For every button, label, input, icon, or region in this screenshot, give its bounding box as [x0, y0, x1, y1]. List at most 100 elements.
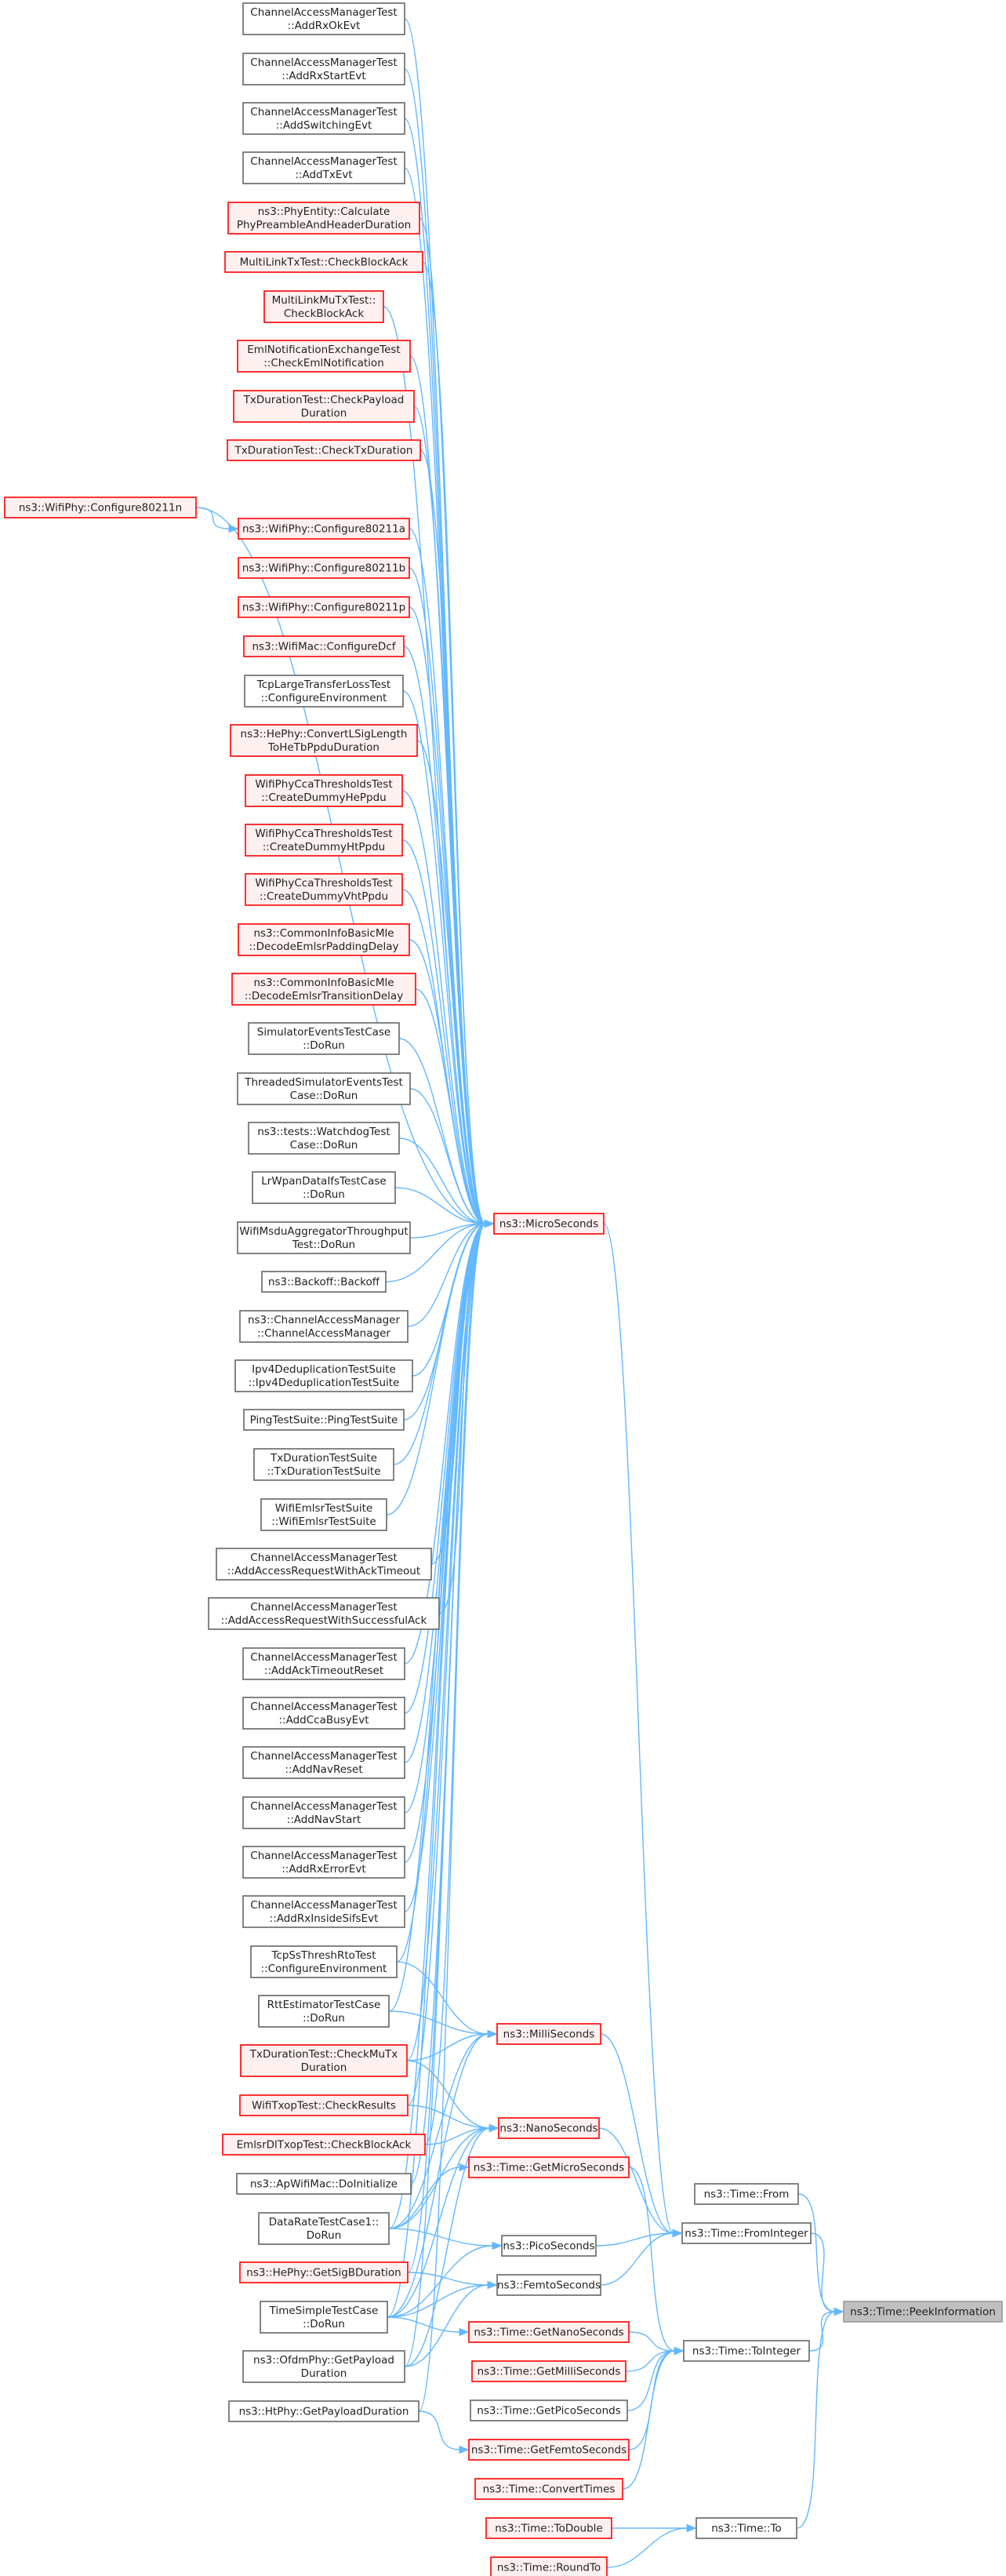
graph-node-toint[interactable]: ns3::Time::ToInteger [683, 2340, 810, 2362]
graph-node-n12[interactable]: ns3::WifiPhy::Configure80211a [238, 518, 410, 540]
graph-node-n8[interactable]: EmlNotificationExchangeTest::CheckEmlNot… [237, 340, 411, 373]
edge-n4-to-micro [404, 167, 495, 1228]
node-label: ChannelAccessManagerTest [250, 1601, 397, 1614]
graph-node-n11[interactable]: ns3::WifiPhy::Configure80211n [4, 497, 197, 518]
node-box [236, 2173, 412, 2195]
graph-node-fromint[interactable]: ns3::Time::FromInteger [681, 2222, 812, 2244]
graph-node-n16[interactable]: TcpLargeTransferLossTest::ConfigureEnvir… [244, 675, 404, 708]
graph-node-n6[interactable]: MultiLinkTxTest::CheckBlockAck [224, 251, 423, 273]
graph-node-nano[interactable]: ns3::NanoSeconds [498, 2117, 600, 2139]
node-label: TxDurationTest::CheckTxDuration [234, 445, 413, 457]
graph-node-n4[interactable]: ChannelAccessManagerTest::AddTxEvt [242, 151, 405, 184]
graph-node-n29[interactable]: ns3::ChannelAccessManager::ChannelAccess… [239, 1310, 409, 1343]
node-label: PingTestSuite::PingTestSuite [250, 1414, 398, 1427]
graph-node-n10[interactable]: TxDurationTest::CheckTxDuration [227, 439, 421, 461]
graph-node-n2[interactable]: ChannelAccessManagerTest::AddRxStartEvt [242, 53, 405, 86]
edges-layer [195, 18, 844, 2568]
graph-node-n39[interactable]: ChannelAccessManagerTest::AddNavStart [242, 1796, 405, 1829]
graph-node-pico[interactable]: ns3::PicoSeconds [501, 2235, 597, 2257]
graph-node-n33[interactable]: WifiEmlsrTestSuite::WifiEmlsrTestSuite [260, 1498, 387, 1531]
node-box [242, 1846, 405, 1879]
graph-node-n22[interactable]: ns3::CommonInfoBasicMle::DecodeEmlsrTran… [231, 973, 416, 1006]
graph-node-n32[interactable]: TxDurationTestSuite::TxDurationTestSuite [253, 1448, 394, 1481]
graph-node-n15[interactable]: ns3::WifiMac::ConfigureDcf [243, 635, 405, 657]
node-label: ::AddRxInsideSifsEvt [270, 1912, 379, 1925]
graph-node-n13[interactable]: ns3::WifiPhy::Configure80211b [238, 557, 410, 579]
graph-node-n41[interactable]: ChannelAccessManagerTest::AddRxInsideSif… [242, 1895, 405, 1928]
graph-node-n18[interactable]: WifiPhyCcaThresholdsTest::CreateDummyHeP… [245, 774, 403, 807]
graph-node-n49[interactable]: ns3::HePhy::GetSigBDuration [239, 2261, 409, 2283]
graph-node-micro[interactable]: ns3::MicroSeconds [493, 1213, 605, 1235]
node-label: ns3::CommonInfoBasicMle [253, 977, 394, 989]
node-label: ::AddNavReset [285, 1763, 362, 1776]
graph-node-n21[interactable]: ns3::CommonInfoBasicMle::DecodeEmlsrPadd… [238, 923, 410, 956]
graph-node-getnano[interactable]: ns3::Time::GetNanoSeconds [468, 2321, 630, 2343]
node-label: ::AddRxErrorEvt [281, 1863, 365, 1876]
node-label: WifiEmlsrTestSuite [275, 1502, 372, 1515]
node-box [242, 2350, 405, 2383]
graph-node-n37[interactable]: ChannelAccessManagerTest::AddCcaBusyEvt [242, 1697, 405, 1730]
graph-node-n42[interactable]: TcpSsThreshRtoTest::ConfigureEnvironment [250, 1945, 398, 1978]
graph-node-n35[interactable]: ChannelAccessManagerTest::AddAccessReque… [208, 1597, 440, 1630]
node-label: ::WifiEmlsrTestSuite [271, 1515, 376, 1528]
graph-node-n26[interactable]: LrWpanDataIfsTestCase::DoRun [252, 1171, 396, 1204]
graph-node-n19[interactable]: WifiPhyCcaThresholdsTest::CreateDummyHtP… [245, 824, 403, 857]
graph-node-n23[interactable]: SimulatorEventsTestCase::DoRun [248, 1022, 400, 1055]
node-label: ::AddAccessRequestWithAckTimeout [227, 1565, 420, 1577]
graph-node-n45[interactable]: WifiTxopTest::CheckResults [239, 2094, 409, 2116]
graph-node-n5[interactable]: ns3::PhyEntity::CalculatePhyPreambleAndH… [227, 202, 420, 235]
graph-node-femto[interactable]: ns3::FemtoSeconds [496, 2274, 601, 2296]
node-label: ns3::Time::From [704, 2189, 790, 2201]
node-box [242, 151, 405, 184]
node-label: WifiPhyCcaThresholdsTest [255, 877, 392, 890]
node-label: ::AddAccessRequestWithSuccessfulAck [221, 1614, 427, 1627]
graph-node-n7[interactable]: MultiLinkMuTxTest::CheckBlockAck [263, 290, 384, 323]
graph-node-n43[interactable]: RttEstimatorTestCase::DoRun [258, 1995, 390, 2028]
graph-node-getmilli[interactable]: ns3::Time::GetMilliSeconds [471, 2360, 626, 2382]
graph-node-from[interactable]: ns3::Time::From [694, 2183, 799, 2205]
graph-node-convert[interactable]: ns3::Time::ConvertTimes [474, 2478, 623, 2500]
graph-node-getmicro[interactable]: ns3::Time::GetMicroSeconds [468, 2156, 630, 2178]
graph-node-to[interactable]: ns3::Time::To [695, 2517, 797, 2539]
graph-node-n40[interactable]: ChannelAccessManagerTest::AddRxErrorEvt [242, 1846, 405, 1879]
graph-node-getpico[interactable]: ns3::Time::GetPicoSeconds [470, 2400, 628, 2421]
graph-node-getfemto[interactable]: ns3::Time::GetFemtoSeconds [468, 2439, 630, 2461]
graph-node-n47[interactable]: ns3::ApWifiMac::DoInitialize [236, 2173, 412, 2195]
graph-node-n28[interactable]: ns3::Backoff::Backoff [261, 1271, 387, 1293]
node-box [260, 2301, 388, 2334]
graph-node-n34[interactable]: ChannelAccessManagerTest::AddAccessReque… [216, 1548, 432, 1581]
node-box [681, 2222, 812, 2244]
graph-node-n14[interactable]: ns3::WifiPhy::Configure80211p [238, 596, 410, 618]
graph-node-n51[interactable]: ns3::OfdmPhy::GetPayloadDuration [242, 2350, 405, 2383]
graph-node-peek[interactable]: ns3::Time::PeekInformation [843, 2301, 1003, 2323]
graph-node-n3[interactable]: ChannelAccessManagerTest::AddSwitchingEv… [242, 102, 405, 135]
graph-node-n52[interactable]: ns3::HtPhy::GetPayloadDuration [228, 2400, 419, 2422]
node-box [245, 873, 403, 906]
node-box [261, 1271, 387, 1293]
node-label: ::AddTxEvt [295, 169, 352, 181]
graph-node-milli[interactable]: ns3::MilliSeconds [496, 2023, 601, 2045]
node-box [242, 102, 405, 135]
graph-node-n30[interactable]: Ipv4DeduplicationTestSuite::Ipv4Deduplic… [234, 1359, 413, 1392]
node-label: MultiLinkMuTxTest:: [272, 294, 376, 307]
edge-n51-to-nano [404, 2123, 499, 2367]
graph-node-roundto[interactable]: ns3::Time::RoundTo [490, 2556, 608, 2576]
graph-node-n1[interactable]: ChannelAccessManagerTest::AddRxOkEvt [242, 2, 405, 35]
graph-node-n46[interactable]: EmlsrDlTxopTest::CheckBlockAck [222, 2134, 426, 2156]
graph-node-n17[interactable]: ns3::HePhy::ConvertLSigLengthToHeTbPpduD… [230, 724, 418, 757]
node-label: ToHeTbPpduDuration [267, 741, 380, 754]
graph-node-n36[interactable]: ChannelAccessManagerTest::AddAckTimeoutR… [242, 1647, 405, 1680]
graph-node-n20[interactable]: WifiPhyCcaThresholdsTest::CreateDummyVht… [245, 873, 403, 906]
node-label: ::AddNavStart [287, 1814, 361, 1826]
graph-node-n48[interactable]: DataRateTestCase1::DoRun [258, 2212, 390, 2245]
graph-node-n31[interactable]: PingTestSuite::PingTestSuite [243, 1409, 405, 1431]
node-label: ns3::Time::RoundTo [497, 2562, 601, 2574]
graph-node-todouble[interactable]: ns3::Time::ToDouble [485, 2517, 612, 2539]
graph-node-n38[interactable]: ChannelAccessManagerTest::AddNavReset [242, 1746, 405, 1779]
graph-node-n50[interactable]: TimeSimpleTestCase::DoRun [260, 2301, 388, 2334]
